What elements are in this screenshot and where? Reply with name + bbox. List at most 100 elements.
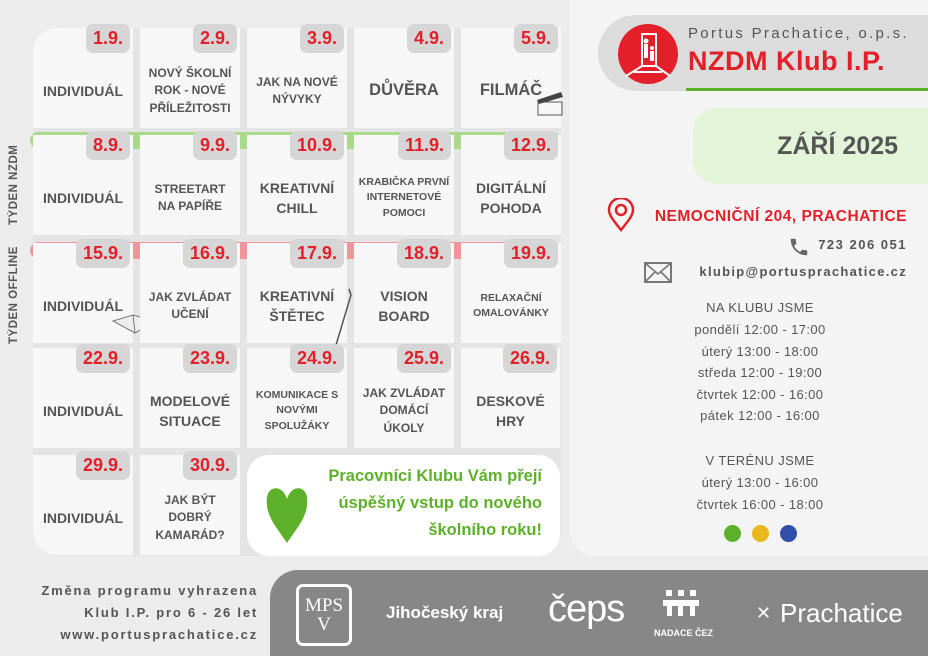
email-icon (644, 262, 672, 283)
activity-title: JAK NA NOVÉ NÝVYKY (256, 74, 338, 106)
nadace-cez-icon (662, 590, 708, 620)
date-badge: 12.9. (503, 131, 558, 160)
activity-title: FILMÁČ (479, 81, 543, 100)
activity-title: STREETART NA PAPÍŘE (154, 181, 226, 213)
header-underline (686, 88, 928, 91)
activity-title: NOVÝ ŠKOLNÍ ROK - NOVÉ PŘÍLEŽITOSTI (148, 65, 232, 115)
date-badge: 24.9. (289, 344, 344, 373)
date-badge: 15.9. (75, 239, 130, 268)
date-badge: 25.9. (396, 344, 451, 373)
greeting-text: Pracovníci Klubu Vám přejí úspěšný vstup… (328, 467, 542, 540)
month-title: ZÁŘÍ 2025 (693, 108, 928, 184)
activity-title: JAK ZVLÁDAT UČENÍ (148, 289, 232, 321)
activity-title: MODELOVÉ SITUACE (149, 392, 231, 429)
activity-title: INDIVIDUÁL (42, 402, 124, 419)
activity-title: VISION BOARD (378, 287, 430, 324)
date-badge: 4.9. (406, 24, 451, 53)
day-cell: 15.9. INDIVIDUÁL (33, 239, 157, 343)
green-dot (724, 525, 741, 542)
day-cell: 18.9. VISION BOARD (354, 239, 454, 343)
activity-title: INDIVIDUÁL (42, 297, 124, 314)
day-cell: 25.9. JAK ZVLÁDAT DOMÁCÍ ÚKOLY (354, 344, 454, 448)
activity-title: JAK BÝT DOBRÝ KAMARÁD? (155, 492, 225, 542)
date-badge: 17.9. (289, 239, 344, 268)
sponsors-bar: MPSV Jihočeský kraj čeps NADACE ČEZ ✕ Pr… (270, 570, 928, 656)
date-badge: 2.9. (192, 24, 237, 53)
day-cell: 19.9. RELAXAČNÍ OMALOVÁNKY (461, 239, 561, 343)
week-nzdm-label: TÝDEN NZDM (8, 144, 20, 226)
date-badge: 11.9. (397, 131, 451, 160)
yellow-dot (752, 525, 769, 542)
date-badge: 10.9. (289, 131, 344, 160)
date-badge: 9.9. (192, 131, 237, 160)
date-badge: 30.9. (182, 451, 237, 480)
date-badge: 19.9. (503, 239, 558, 268)
date-badge: 22.9. (75, 344, 130, 373)
activity-title: JAK ZVLÁDAT DOMÁCÍ ÚKOLY (362, 385, 446, 435)
info-panel (570, 0, 928, 556)
club-hours-title: NA KLUBU JSME (706, 300, 814, 315)
field-hours-list: úterý 13:00 - 16:00 čtvrtek 16:00 - 18:0… (696, 475, 824, 512)
email-address[interactable]: klubip@portusprachatice.cz (699, 264, 907, 279)
day-cell: 1.9. INDIVIDUÁL (33, 24, 133, 128)
date-badge: 3.9. (299, 24, 344, 53)
footer-note: Změna programu vyhrazena Klub I.P. pro 6… (41, 583, 258, 642)
date-badge: 29.9. (75, 451, 130, 480)
date-badge: 18.9. (396, 239, 451, 268)
day-cell: 5.9. FILMÁČ (461, 24, 563, 128)
ceps-logo: čeps (548, 588, 625, 630)
activity-title: INDIVIDUÁL (42, 189, 124, 206)
day-cell: 10.9. KREATIVNÍ CHILL (247, 131, 347, 235)
phone-icon (790, 238, 808, 256)
address: NEMOCNIČNÍ 204, PRACHATICE (654, 208, 907, 225)
activity-title: RELAXAČNÍ OMALOVÁNKY (473, 291, 549, 319)
day-cell: 16.9. JAK ZVLÁDAT UČENÍ (140, 239, 240, 343)
field-hours-title: V TERÉNU JSME (705, 453, 815, 468)
activity-title: DIGITÁLNÍ POHODA (476, 179, 546, 216)
org-name: Portus Prachatice, o.p.s. (688, 25, 909, 42)
mpsv-logo: MPSV (296, 584, 352, 646)
day-cell: 12.9. DIGITÁLNÍ POHODA (461, 131, 561, 235)
day-cell: 24.9. KOMUNIKACE S NOVÝMI SPOLUŽÁKY (247, 344, 347, 448)
activity-title: KOMUNIKACE S NOVÝMI SPOLUŽÁKY (255, 389, 339, 432)
date-badge: 26.9. (502, 344, 557, 373)
day-cell: 11.9. KRABIČKA PRVNÍ INTERNETOVÉ POMOCI (354, 131, 454, 235)
prachatice-logo: Prachatice (780, 598, 903, 628)
day-cell: 9.9. STREETART NA PAPÍŘE (140, 131, 240, 235)
location-pin-icon (607, 198, 635, 232)
date-badge: 23.9. (182, 344, 237, 373)
day-cell: 8.9. INDIVIDUÁL (33, 131, 133, 235)
activity-title: DŮVĚRA (369, 81, 439, 100)
day-cell: 17.9. KREATIVNÍ ŠTĚTEC (247, 239, 352, 346)
day-cell: 29.9. INDIVIDUÁL (33, 451, 133, 555)
day-cell: 23.9. MODELOVÉ SITUACE (140, 344, 240, 448)
day-cell: 30.9. JAK BÝT DOBRÝ KAMARÁD? (140, 451, 240, 555)
greeting-card: Pracovníci Klubu Vám přejí úspěšný vstup… (247, 455, 560, 556)
activity-title: KRABIČKA PRVNÍ INTERNETOVÉ POMOCI (358, 176, 450, 219)
portus-logo-icon (618, 24, 678, 84)
heart-icon (266, 488, 308, 543)
activity-title: INDIVIDUÁL (42, 509, 124, 526)
day-cell: 22.9. INDIVIDUÁL (33, 344, 133, 448)
date-badge: 8.9. (85, 131, 130, 160)
jihocesky-kraj-logo: Jihočeský kraj (386, 603, 504, 622)
day-cell: 4.9. DŮVĚRA (354, 24, 454, 128)
day-cell: 3.9. JAK NA NOVÉ NÝVYKY (247, 24, 347, 128)
paintbrush-icon (333, 287, 353, 352)
activity-title: KREATIVNÍ ŠTĚTEC (259, 287, 335, 324)
date-badge: 5.9. (513, 24, 558, 53)
date-badge: 16.9. (182, 239, 237, 268)
activity-title: DESKOVÉ HRY (476, 392, 545, 429)
activity-title: INDIVIDUÁL (42, 82, 124, 99)
club-hours-list: pondělí 12:00 - 17:00 úterý 13:00 - 18:0… (694, 322, 826, 424)
activity-title: KREATIVNÍ CHILL (259, 179, 335, 216)
date-badge: 1.9. (85, 24, 130, 53)
clapperboard-icon (535, 90, 565, 121)
club-name: NZDM Klub I.P. (688, 46, 886, 76)
day-cell: 26.9. DESKOVÉ HRY (461, 344, 560, 448)
crossed-keys-icon: ✕ (756, 603, 772, 623)
nadace-cez-label: NADACE ČEZ (654, 628, 714, 638)
day-cell: 2.9. NOVÝ ŠKOLNÍ ROK - NOVÉ PŘÍLEŽITOSTI (140, 24, 240, 128)
blue-dot (780, 525, 797, 542)
phone-number[interactable]: 723 206 051 (818, 237, 907, 252)
